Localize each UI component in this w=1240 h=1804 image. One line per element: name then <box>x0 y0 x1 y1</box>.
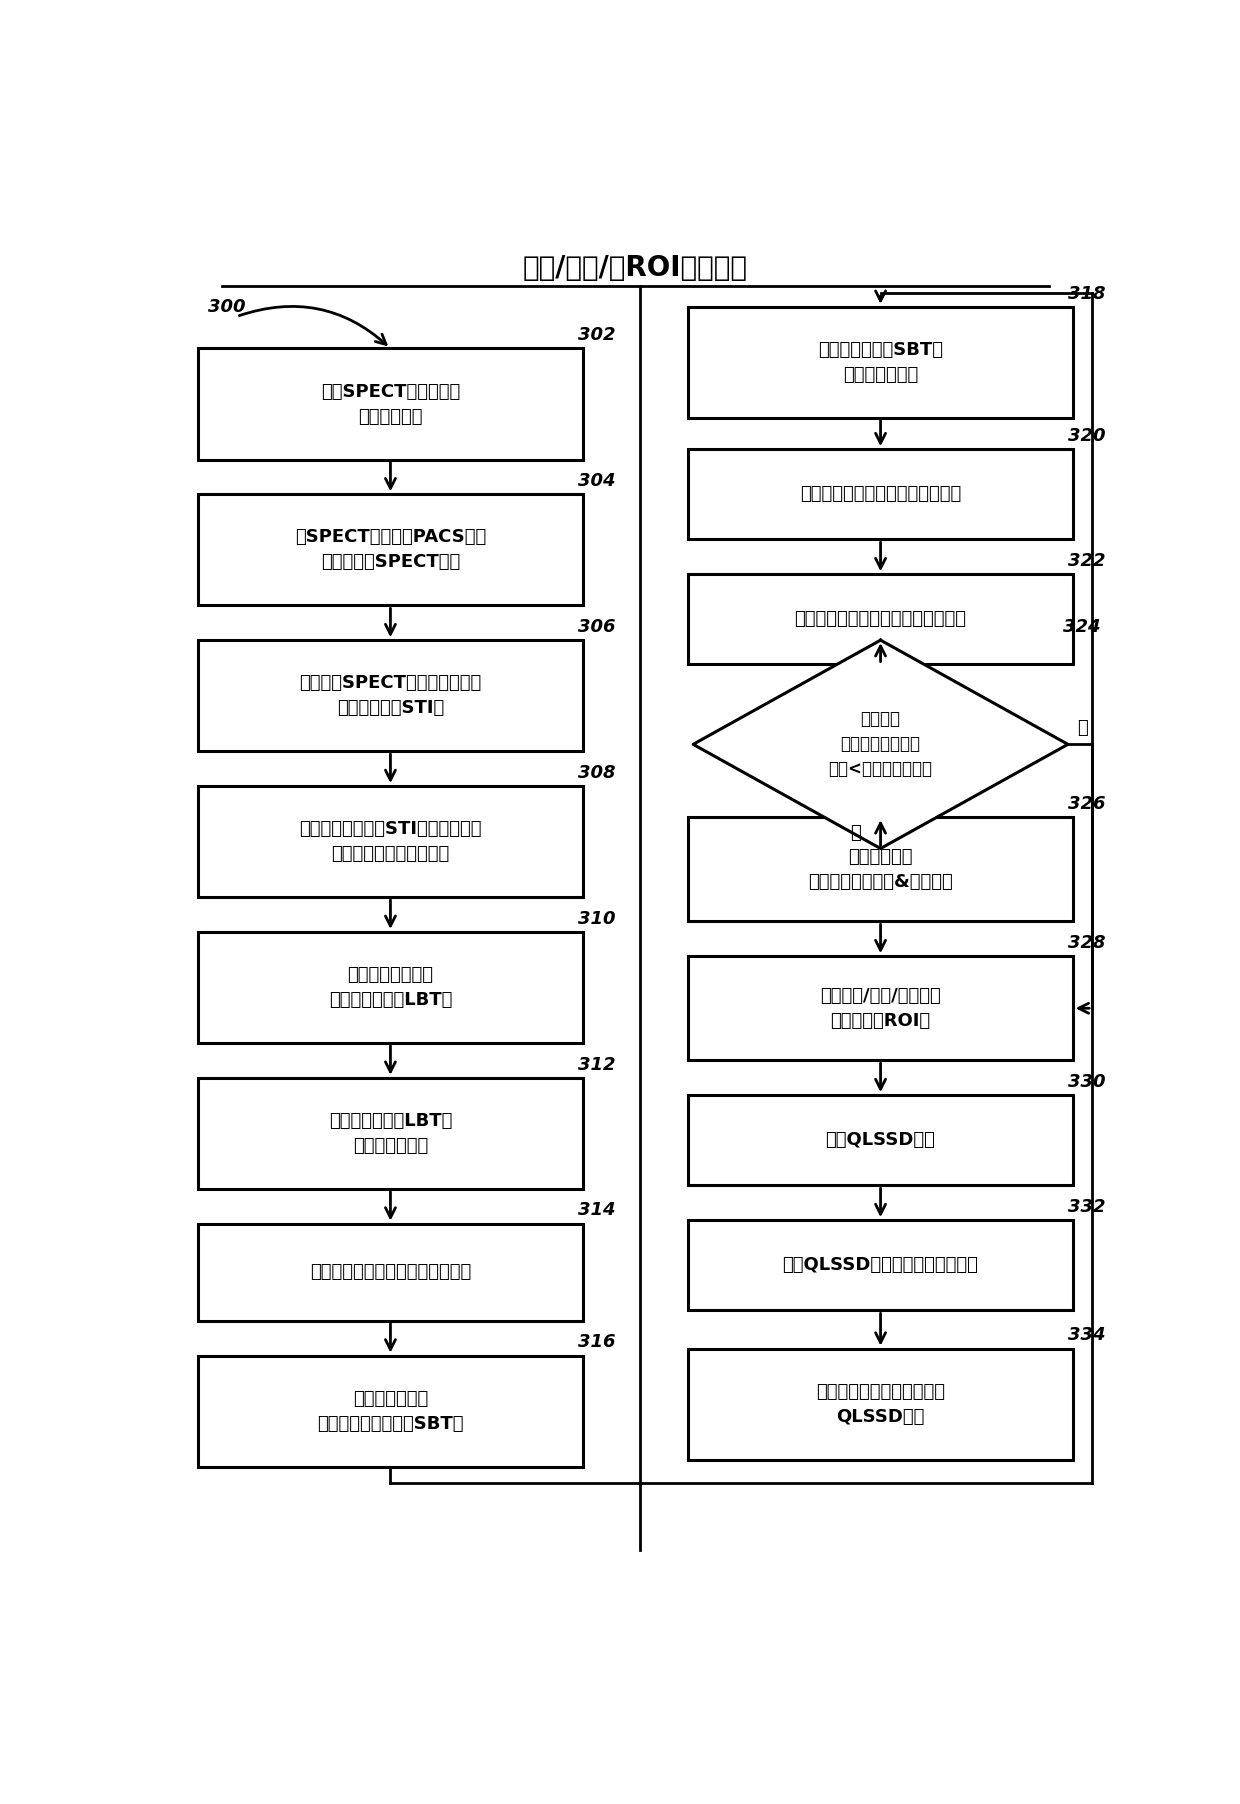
Text: 316: 316 <box>578 1333 615 1351</box>
Text: 302: 302 <box>578 327 615 345</box>
FancyBboxPatch shape <box>198 1355 583 1467</box>
Text: 332: 332 <box>1068 1198 1105 1216</box>
Text: 计算肝脏形心与脾脏形心之间的距离: 计算肝脏形心与脾脏形心之间的距离 <box>795 610 966 628</box>
FancyBboxPatch shape <box>688 307 1073 419</box>
Text: 使用对数公式，
确定脾脏边界阈值（SBT）: 使用对数公式， 确定脾脏边界阈值（SBT） <box>317 1389 464 1432</box>
Text: 334: 334 <box>1068 1326 1105 1344</box>
Text: 计算QLSSD参数: 计算QLSSD参数 <box>826 1131 935 1149</box>
Text: 328: 328 <box>1068 934 1105 953</box>
Text: 肝脏形心
与脾脏形心之间的
距离<最小距离阈值？: 肝脏形心 与脾脏形心之间的 距离<最小距离阈值？ <box>828 711 932 778</box>
Text: 314: 314 <box>578 1201 615 1220</box>
FancyBboxPatch shape <box>688 817 1073 922</box>
Text: 324: 324 <box>1063 619 1101 637</box>
FancyBboxPatch shape <box>198 640 583 750</box>
Text: 326: 326 <box>1068 796 1105 814</box>
Text: 322: 322 <box>1068 552 1105 570</box>
Text: 从横断面SPECT图像生成概括性
横断面图像（STI）: 从横断面SPECT图像生成概括性 横断面图像（STI） <box>299 675 481 718</box>
Text: 318: 318 <box>1068 285 1105 303</box>
Text: 使用定向搜索与SBT，
识别脾脏边界点: 使用定向搜索与SBT， 识别脾脏边界点 <box>818 341 944 384</box>
Text: 肝脏/脾脏/髓ROI检测过程: 肝脏/脾脏/髓ROI检测过程 <box>523 254 748 281</box>
Text: 312: 312 <box>578 1055 615 1073</box>
FancyBboxPatch shape <box>688 1095 1073 1185</box>
FancyBboxPatch shape <box>198 1077 583 1189</box>
FancyBboxPatch shape <box>198 348 583 460</box>
Text: 准备并显示用于医师批准的
QLSSD报告: 准备并显示用于医师批准的 QLSSD报告 <box>816 1382 945 1425</box>
Text: 310: 310 <box>578 909 615 927</box>
Text: 使用对数公式确定
肝脏边界阈值（LBT）: 使用对数公式确定 肝脏边界阈值（LBT） <box>329 965 453 1008</box>
Text: 从SPECT扫描仪或PACS检索
后位和横向SPECT图像: 从SPECT扫描仪或PACS检索 后位和横向SPECT图像 <box>295 529 486 572</box>
Text: 是: 是 <box>851 824 862 842</box>
Text: 308: 308 <box>578 763 615 781</box>
Text: 使用SPECT扫描仪获取
肝脏脾脏扫描: 使用SPECT扫描仪获取 肝脏脾脏扫描 <box>321 382 460 426</box>
Text: 320: 320 <box>1068 428 1105 446</box>
Text: 304: 304 <box>578 473 615 491</box>
FancyBboxPatch shape <box>198 787 583 897</box>
FancyBboxPatch shape <box>198 1223 583 1321</box>
FancyBboxPatch shape <box>688 1349 1073 1459</box>
FancyBboxPatch shape <box>688 956 1073 1061</box>
FancyBboxPatch shape <box>688 449 1073 539</box>
FancyBboxPatch shape <box>198 933 583 1043</box>
Text: 使用脾脏边界点，确定脾脏的形心: 使用脾脏边界点，确定脾脏的形心 <box>800 485 961 503</box>
Text: 使用定向搜索与LBT，
识别肝脏边界点: 使用定向搜索与LBT， 识别肝脏边界点 <box>329 1111 453 1155</box>
FancyBboxPatch shape <box>688 1220 1073 1310</box>
FancyBboxPatch shape <box>198 494 583 606</box>
Text: 绘制肝脏/脾脏/髓周边的
关注区域（ROI）: 绘制肝脏/脾脏/髓周边的 关注区域（ROI） <box>820 987 941 1030</box>
Text: 使用组织分析，在STI上确定肝脏和
脾脏形心的搜索的开始点: 使用组织分析，在STI上确定肝脏和 脾脏形心的搜索的开始点 <box>299 821 481 862</box>
Text: 300: 300 <box>208 298 246 316</box>
Text: 警告使用者，
器官边界可能无效&手动绘制: 警告使用者， 器官边界可能无效&手动绘制 <box>808 848 952 891</box>
Polygon shape <box>693 640 1068 848</box>
Text: 306: 306 <box>578 619 615 637</box>
Text: 330: 330 <box>1068 1073 1105 1091</box>
Text: 否: 否 <box>1078 720 1089 738</box>
FancyBboxPatch shape <box>688 574 1073 664</box>
Text: 使用QLSSD参数，寻找建议的印象: 使用QLSSD参数，寻找建议的印象 <box>782 1256 978 1274</box>
Text: 使用肝脏边界点，确定肝脏的形心: 使用肝脏边界点，确定肝脏的形心 <box>310 1263 471 1281</box>
